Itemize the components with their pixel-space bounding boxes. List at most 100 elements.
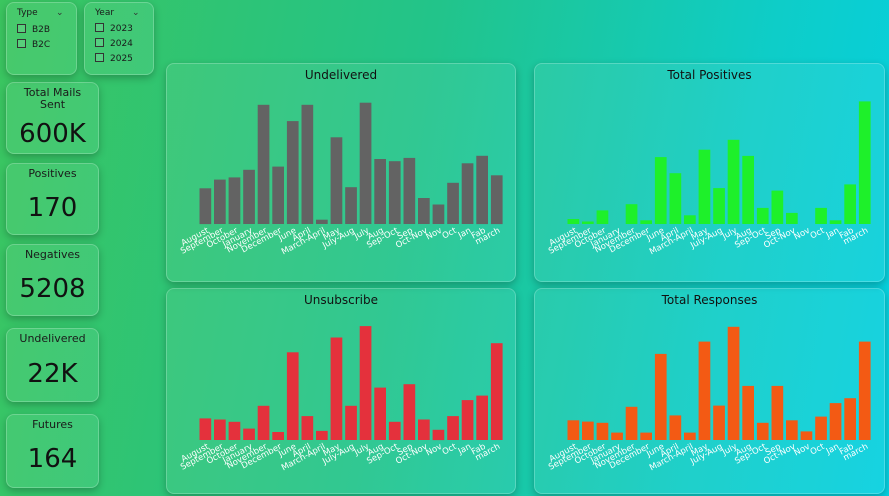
bar-fab[interactable]: [844, 398, 856, 440]
bar-september[interactable]: [214, 419, 226, 441]
bar-october[interactable]: [228, 421, 241, 440]
bar-fab[interactable]: [844, 184, 856, 224]
checkbox[interactable]: [17, 24, 26, 33]
bar-may[interactable]: [330, 137, 343, 224]
bar-sep[interactable]: [403, 384, 416, 440]
bar-jan[interactable]: [829, 403, 842, 440]
bar-june[interactable]: [286, 352, 299, 440]
bar-aug[interactable]: [742, 155, 754, 224]
bar-april[interactable]: [669, 173, 682, 224]
chart-undelivered[interactable]: Undelivered August September October Januar…: [166, 63, 516, 282]
bar-nov[interactable]: [432, 429, 445, 441]
bar-june[interactable]: [654, 157, 667, 224]
checkbox[interactable]: [17, 39, 26, 48]
bar-sep[interactable]: [771, 385, 784, 440]
bar-oct[interactable]: [447, 416, 459, 440]
bar-august[interactable]: [567, 420, 580, 440]
bar-sep-oct[interactable]: [756, 207, 769, 224]
bar-oct[interactable]: [815, 416, 827, 440]
bar-september[interactable]: [582, 221, 594, 225]
bar-july-aug[interactable]: [713, 405, 725, 440]
slicer-option-2024[interactable]: 2024: [95, 38, 133, 49]
bar-oct-nov[interactable]: [786, 212, 798, 224]
bar-december[interactable]: [640, 432, 652, 440]
bar-october[interactable]: [228, 177, 241, 224]
bar-jan[interactable]: [829, 220, 842, 224]
bar-sep[interactable]: [403, 157, 416, 224]
bar-march[interactable]: [858, 101, 871, 224]
bar-november[interactable]: [625, 406, 638, 440]
bar-january[interactable]: [611, 432, 623, 440]
bar-sep-oct[interactable]: [756, 422, 769, 440]
bar-august[interactable]: [567, 219, 580, 224]
bar-nov[interactable]: [432, 204, 445, 225]
bar-jan[interactable]: [461, 400, 474, 440]
bar-aug[interactable]: [374, 387, 386, 440]
bar-december[interactable]: [640, 220, 652, 224]
bar-aug[interactable]: [742, 385, 754, 440]
bar-september[interactable]: [214, 179, 226, 224]
bar-july[interactable]: [727, 326, 740, 440]
bar-sep[interactable]: [771, 190, 784, 224]
bar-july[interactable]: [359, 102, 372, 224]
bar-fab[interactable]: [476, 155, 488, 225]
slicer-option-2025[interactable]: 2025: [95, 53, 133, 64]
bar-april[interactable]: [669, 415, 682, 440]
bar-august[interactable]: [199, 418, 212, 440]
slicer-option-b2c[interactable]: B2C: [17, 39, 50, 50]
bar-oct[interactable]: [447, 182, 459, 224]
bar-september[interactable]: [582, 421, 594, 440]
bar-march-april[interactable]: [316, 430, 328, 440]
bar-january[interactable]: [243, 169, 255, 224]
bar-july-aug[interactable]: [713, 188, 725, 224]
bar-april[interactable]: [301, 104, 314, 224]
bar-march-april[interactable]: [316, 219, 328, 224]
bar-jan[interactable]: [461, 163, 474, 224]
bar-oct-nov[interactable]: [418, 198, 430, 224]
bar-october[interactable]: [596, 422, 609, 440]
bar-may[interactable]: [330, 337, 343, 441]
bar-june[interactable]: [654, 353, 667, 440]
bar-march[interactable]: [858, 341, 871, 440]
slicer-option-b2b[interactable]: B2B: [17, 24, 50, 35]
bar-december[interactable]: [272, 166, 284, 224]
bar-march-april[interactable]: [684, 432, 696, 440]
bar-sep-oct[interactable]: [388, 161, 401, 224]
bar-june[interactable]: [286, 121, 299, 224]
bar-july-aug[interactable]: [345, 405, 357, 440]
type-slicer[interactable]: Type ⌄ B2B B2C: [6, 2, 77, 75]
bar-may[interactable]: [698, 149, 711, 224]
checkbox[interactable]: [95, 53, 104, 62]
bar-november[interactable]: [257, 405, 270, 440]
bar-nov[interactable]: [800, 431, 813, 440]
year-slicer[interactable]: Year ⌄ 2023 2024 2025: [84, 2, 154, 75]
checkbox[interactable]: [95, 23, 104, 32]
bar-oct[interactable]: [815, 207, 827, 224]
bar-march-april[interactable]: [684, 215, 696, 224]
bar-fab[interactable]: [476, 395, 488, 440]
bar-april[interactable]: [301, 416, 314, 440]
bar-october[interactable]: [596, 210, 609, 224]
bar-oct-nov[interactable]: [786, 420, 798, 440]
bar-july-aug[interactable]: [345, 187, 357, 224]
bar-sep-oct[interactable]: [388, 421, 401, 440]
chevron-down-icon[interactable]: ⌄: [56, 8, 64, 18]
bar-march[interactable]: [490, 175, 503, 225]
bar-january[interactable]: [243, 428, 255, 440]
chart-unsubscribe[interactable]: Unsubscribe August September October Januar…: [166, 288, 516, 494]
bar-november[interactable]: [257, 104, 270, 224]
slicer-option-2023[interactable]: 2023: [95, 23, 133, 34]
bar-may[interactable]: [698, 341, 711, 440]
bar-december[interactable]: [272, 432, 284, 440]
checkbox[interactable]: [95, 38, 104, 47]
bar-november[interactable]: [625, 204, 638, 224]
chart-total-responses[interactable]: Total Responses August September October Ja…: [534, 288, 885, 494]
bar-august[interactable]: [199, 188, 212, 225]
bar-oct-nov[interactable]: [418, 419, 430, 441]
bar-march[interactable]: [490, 343, 503, 440]
bar-aug[interactable]: [374, 159, 386, 224]
bar-july[interactable]: [359, 326, 372, 440]
chart-total-positives[interactable]: Total Positives August September October Ja…: [534, 63, 885, 282]
chevron-down-icon[interactable]: ⌄: [132, 8, 140, 18]
bar-july[interactable]: [727, 139, 740, 224]
